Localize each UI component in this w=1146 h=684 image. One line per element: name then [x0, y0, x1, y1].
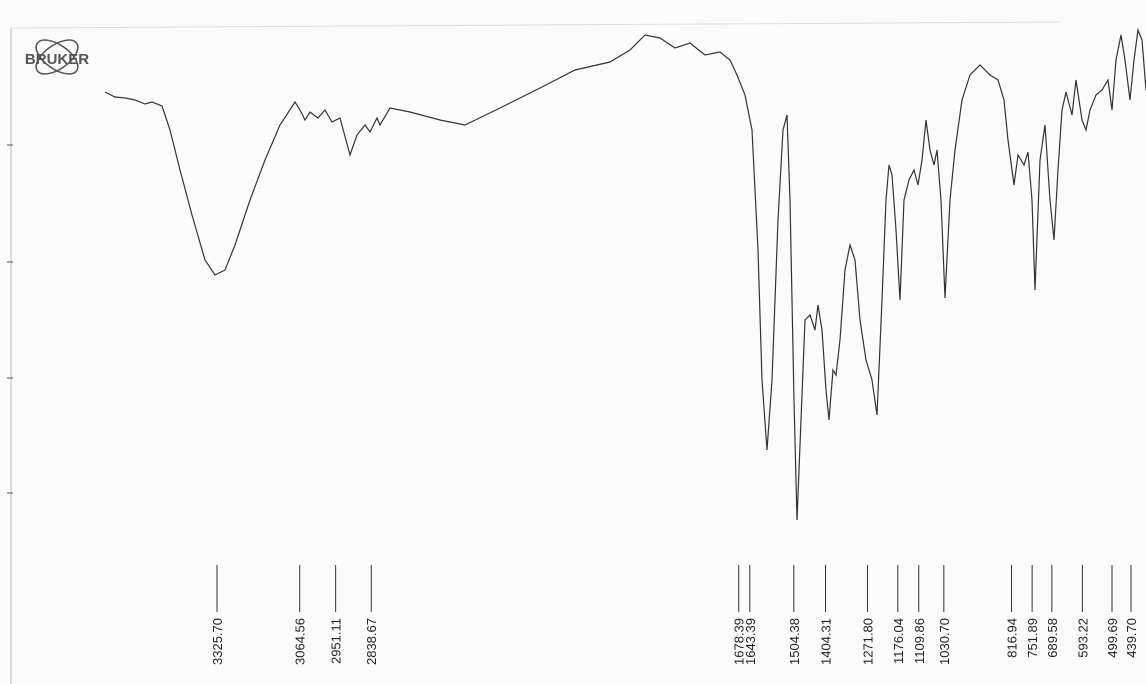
peak-label: 751.89	[1025, 618, 1040, 658]
peak-label: 1643.39	[743, 618, 758, 665]
logo-orbit	[35, 39, 79, 75]
logo-text: BRUKER	[25, 51, 89, 68]
peak-label: 816.94	[1005, 618, 1020, 658]
peak-label: 439.70	[1124, 618, 1139, 658]
frame-top	[9, 21, 1061, 29]
peak-label: 3325.70	[210, 618, 225, 665]
peak-label: 1030.70	[937, 618, 952, 665]
peak-label: 1504.38	[787, 618, 802, 665]
peak-label: 3064.56	[293, 618, 308, 665]
left-ticks	[7, 144, 13, 494]
logo	[35, 39, 79, 75]
peak-label: 1176.04	[891, 618, 906, 664]
logo-orbit	[35, 39, 79, 75]
peak-label: 2951.11	[329, 618, 344, 664]
spectrum-curve	[104, 27, 1146, 521]
peak-label: 499.69	[1105, 618, 1120, 658]
peak-label: 1404.31	[819, 618, 834, 665]
peak-label: 689.58	[1045, 618, 1060, 658]
peak-label: 593.22	[1075, 618, 1090, 658]
peak-label: 1109.86	[912, 618, 927, 664]
peak-label: 2838.67	[364, 618, 379, 665]
peak-label: 1678.39	[732, 618, 747, 665]
peak-label: 1271.80	[860, 618, 875, 665]
